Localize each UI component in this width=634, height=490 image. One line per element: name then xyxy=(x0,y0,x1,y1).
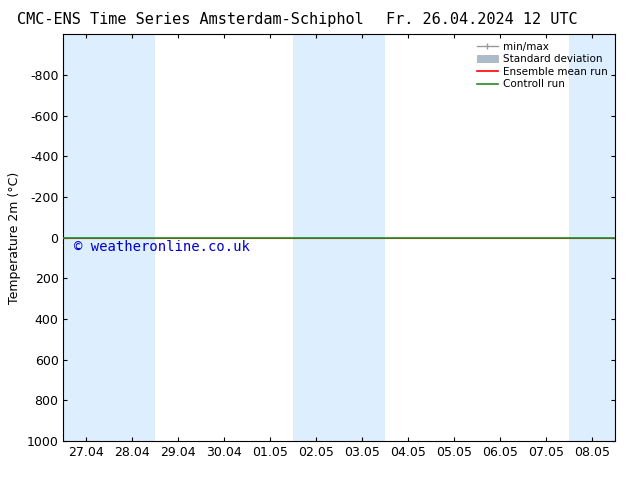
Bar xyxy=(63,34,110,441)
Text: CMC-ENS Time Series Amsterdam-Schiphol: CMC-ENS Time Series Amsterdam-Schiphol xyxy=(17,12,363,27)
Bar xyxy=(110,34,155,441)
Y-axis label: Temperature 2m (°C): Temperature 2m (°C) xyxy=(8,172,21,304)
Legend: min/max, Standard deviation, Ensemble mean run, Controll run: min/max, Standard deviation, Ensemble me… xyxy=(475,40,610,92)
Text: © weatheronline.co.uk: © weatheronline.co.uk xyxy=(74,240,250,254)
Bar xyxy=(339,34,385,441)
Bar xyxy=(569,34,615,441)
Bar xyxy=(293,34,339,441)
Text: Fr. 26.04.2024 12 UTC: Fr. 26.04.2024 12 UTC xyxy=(386,12,578,27)
